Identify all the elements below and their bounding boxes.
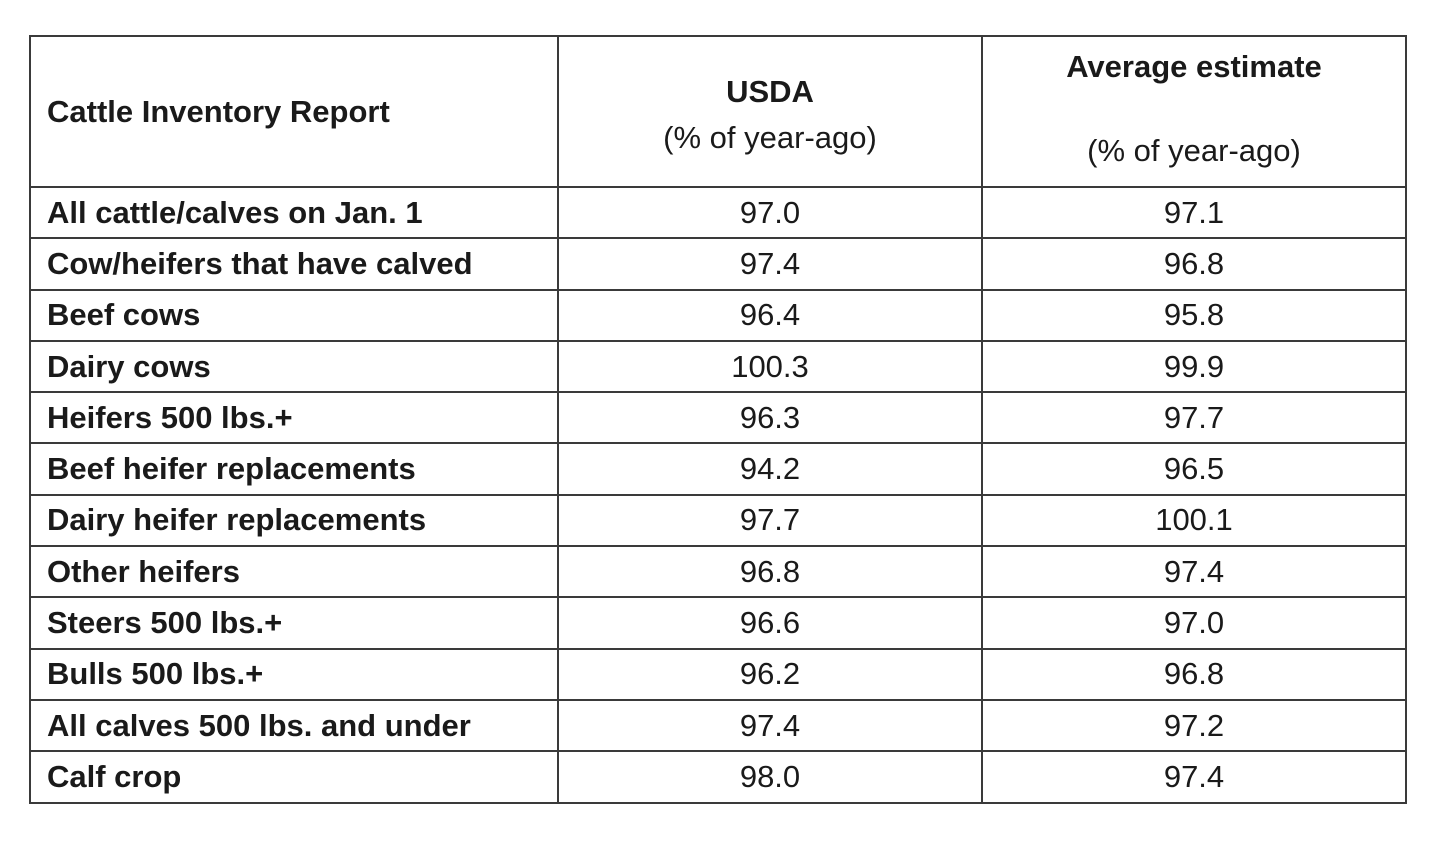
average-estimate-value: 97.7 [981, 391, 1407, 445]
row-label: Beef cows [29, 288, 559, 342]
average-estimate-value: 97.1 [981, 185, 1407, 240]
average-estimate-value: 96.8 [981, 237, 1407, 291]
average-estimate-value: 97.0 [981, 596, 1407, 650]
table-row: Cow/heifers that have calved 97.4 96.8 [29, 237, 1407, 291]
usda-value: 98.0 [557, 750, 983, 804]
average-estimate-value: 97.4 [981, 750, 1407, 804]
table-row: All calves 500 lbs. and under 97.4 97.2 [29, 698, 1407, 753]
header-average-estimate: Average estimate (% of year-ago) [981, 35, 1407, 188]
header-usda: USDA (% of year-ago) [557, 35, 983, 188]
usda-value: 96.4 [557, 288, 983, 342]
table-row: Bulls 500 lbs.+ 96.2 96.8 [29, 647, 1407, 701]
row-label: Dairy cows [29, 339, 559, 394]
row-label: All cattle/calves on Jan. 1 [29, 185, 559, 240]
usda-value: 96.3 [557, 391, 983, 445]
usda-value: 96.6 [557, 596, 983, 650]
average-estimate-value: 97.2 [981, 698, 1407, 753]
table-row: Heifers 500 lbs.+ 96.3 97.7 [29, 391, 1407, 445]
average-estimate-value: 97.4 [981, 545, 1407, 599]
cattle-inventory-table-container: Cattle Inventory Report USDA (% of year-… [29, 35, 1407, 804]
average-estimate-value: 100.1 [981, 493, 1407, 548]
table-row: Dairy cows 100.3 99.9 [29, 339, 1407, 394]
row-label: Heifers 500 lbs.+ [29, 391, 559, 445]
table-row: All cattle/calves on Jan. 1 97.0 97.1 [29, 185, 1407, 240]
row-label: Calf crop [29, 750, 559, 804]
usda-value: 97.4 [557, 698, 983, 753]
usda-value: 97.4 [557, 237, 983, 291]
usda-value: 97.7 [557, 493, 983, 548]
average-estimate-value: 96.8 [981, 647, 1407, 701]
row-label: Cow/heifers that have calved [29, 237, 559, 291]
row-label: Steers 500 lbs.+ [29, 596, 559, 650]
row-label: Dairy heifer replacements [29, 493, 559, 548]
table-row: Beef cows 96.4 95.8 [29, 288, 1407, 342]
row-label: All calves 500 lbs. and under [29, 698, 559, 753]
average-estimate-value: 99.9 [981, 339, 1407, 394]
header-average-subtitle: (% of year-ago) [1087, 133, 1301, 168]
table-row: Steers 500 lbs.+ 96.6 97.0 [29, 596, 1407, 650]
row-label: Beef heifer replacements [29, 442, 559, 496]
average-estimate-value: 96.5 [981, 442, 1407, 496]
usda-value: 96.2 [557, 647, 983, 701]
usda-value: 96.8 [557, 545, 983, 599]
table-row: Calf crop 98.0 97.4 [29, 750, 1407, 804]
table-row: Beef heifer replacements 94.2 96.5 [29, 442, 1407, 496]
header-usda-subtitle: (% of year-ago) [663, 119, 877, 155]
row-label: Bulls 500 lbs.+ [29, 647, 559, 701]
header-report-label: Cattle Inventory Report [29, 35, 559, 188]
usda-value: 97.0 [557, 185, 983, 240]
header-average-title: Average estimate [1066, 49, 1322, 84]
row-label: Other heifers [29, 545, 559, 599]
header-usda-title: USDA [726, 73, 814, 109]
table-row: Dairy heifer replacements 97.7 100.1 [29, 493, 1407, 548]
table-header-row: Cattle Inventory Report USDA (% of year-… [29, 35, 1407, 188]
cattle-inventory-table: Cattle Inventory Report USDA (% of year-… [29, 35, 1407, 804]
usda-value: 100.3 [557, 339, 983, 394]
usda-value: 94.2 [557, 442, 983, 496]
table-row: Other heifers 96.8 97.4 [29, 545, 1407, 599]
average-estimate-value: 95.8 [981, 288, 1407, 342]
